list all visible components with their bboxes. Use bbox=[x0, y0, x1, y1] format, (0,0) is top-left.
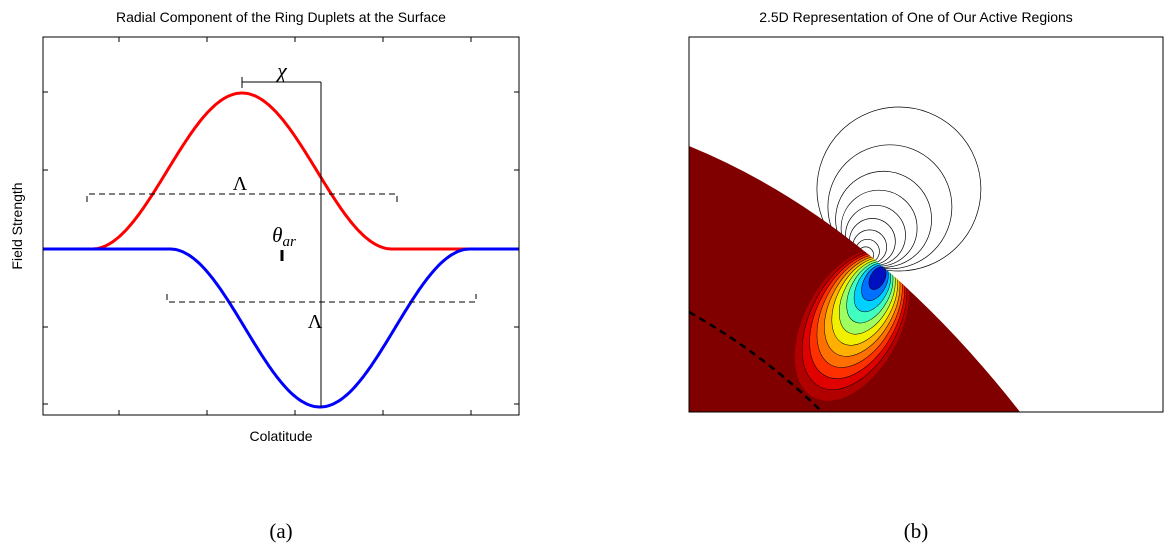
plot-frame bbox=[688, 36, 1164, 413]
panel-b-title: 2.5D Representation of One of Our Active… bbox=[759, 9, 1073, 25]
contour-band bbox=[868, 266, 887, 290]
caption: (a) bbox=[269, 519, 292, 543]
lambda-label: Λ bbox=[308, 311, 323, 333]
field-line bbox=[816, 106, 982, 272]
caption: (b) bbox=[904, 519, 929, 543]
blue-curve bbox=[43, 247, 519, 409]
field-line bbox=[827, 144, 953, 270]
chi-label: χ bbox=[275, 58, 288, 83]
panel-a-title: Radial Component of the Ring Duplets at … bbox=[116, 9, 446, 25]
annotations-lines bbox=[86, 77, 477, 407]
axis-ticks bbox=[43, 37, 519, 415]
red-curve bbox=[43, 91, 519, 251]
theta-subscript: ar bbox=[282, 234, 296, 250]
field-render bbox=[689, 106, 1020, 412]
plot-frame bbox=[42, 36, 520, 416]
lambda-label: Λ bbox=[233, 173, 248, 195]
dashed-boundary bbox=[689, 310, 823, 412]
theta-symbol: θ bbox=[272, 223, 282, 247]
theta-label: θar bbox=[272, 223, 296, 250]
active-region bbox=[794, 249, 910, 401]
y-axis-label: Field Strength bbox=[9, 182, 25, 269]
x-axis-label: Colatitude bbox=[249, 428, 312, 444]
